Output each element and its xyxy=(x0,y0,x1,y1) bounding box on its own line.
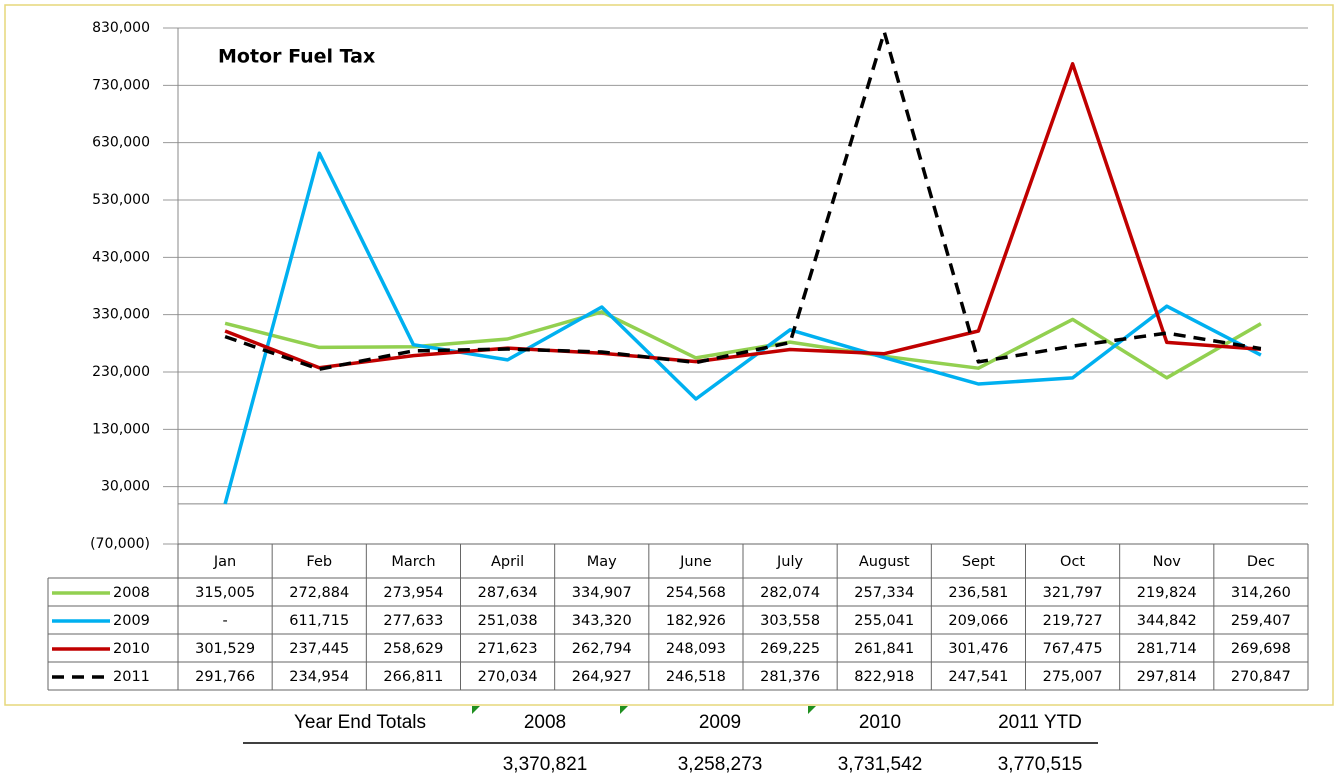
table-value: 262,794 xyxy=(572,641,632,657)
table-value: 269,698 xyxy=(1231,641,1291,657)
y-tick-label: 530,000 xyxy=(92,192,150,208)
table-value: 273,954 xyxy=(383,585,443,601)
x-tick-label: March xyxy=(391,554,435,570)
table-value: 266,811 xyxy=(383,669,443,685)
table-value: 297,814 xyxy=(1137,669,1197,685)
table-value: 291,766 xyxy=(195,669,255,685)
y-tick-label: 730,000 xyxy=(92,77,150,93)
series-line xyxy=(223,151,1262,505)
x-tick-label: July xyxy=(776,554,803,570)
table-value: 234,954 xyxy=(289,669,349,685)
y-tick-label: 30,000 xyxy=(101,479,150,495)
x-tick-label: Feb xyxy=(306,554,332,570)
table-value: 822,918 xyxy=(854,669,914,685)
x-tick-label: Dec xyxy=(1247,554,1275,570)
marker-icon xyxy=(620,706,628,714)
totals-value: 3,258,273 xyxy=(678,754,763,775)
table-value: 254,568 xyxy=(666,585,726,601)
table-value: 611,715 xyxy=(289,613,349,629)
table-value: 270,847 xyxy=(1231,669,1291,685)
marker-icon xyxy=(808,706,816,714)
table-value: 314,260 xyxy=(1231,585,1291,601)
table-value: 264,927 xyxy=(572,669,632,685)
table-value: 237,445 xyxy=(289,641,349,657)
table-value: 269,225 xyxy=(760,641,820,657)
table-value: 209,066 xyxy=(948,613,1008,629)
y-tick-label: 330,000 xyxy=(92,307,150,323)
table-value: - xyxy=(222,613,227,629)
table-value: 277,633 xyxy=(383,613,443,629)
table-value: 248,093 xyxy=(666,641,726,657)
totals-value: 3,770,515 xyxy=(998,754,1083,775)
table-value: 236,581 xyxy=(948,585,1008,601)
totals-header: 2010 xyxy=(859,712,901,733)
table-value: 275,007 xyxy=(1043,669,1103,685)
table-value: 767,475 xyxy=(1043,641,1103,657)
x-tick-label: June xyxy=(679,554,712,570)
table-value: 287,634 xyxy=(478,585,538,601)
table-value: 272,884 xyxy=(289,585,349,601)
legend-label: 2010 xyxy=(113,641,150,657)
table-value: 343,320 xyxy=(572,613,632,629)
table-value: 259,407 xyxy=(1231,613,1291,629)
table-value: 219,824 xyxy=(1137,585,1197,601)
x-tick-label: Jan xyxy=(213,554,236,570)
y-tick-label: 430,000 xyxy=(92,249,150,265)
table-value: 303,558 xyxy=(760,613,820,629)
marker-icon xyxy=(472,706,480,714)
table-value: 251,038 xyxy=(478,613,538,629)
table-value: 344,842 xyxy=(1137,613,1197,629)
table-value: 182,926 xyxy=(666,613,726,629)
table-value: 258,629 xyxy=(383,641,443,657)
table-value: 247,541 xyxy=(948,669,1008,685)
table-value: 219,727 xyxy=(1043,613,1103,629)
x-tick-label: Oct xyxy=(1060,554,1085,570)
y-tick-label: 830,000 xyxy=(92,20,150,36)
x-tick-label: Sept xyxy=(962,554,995,570)
series-line xyxy=(224,30,1262,371)
series-line xyxy=(224,62,1262,370)
legend-label: 2011 xyxy=(113,669,150,685)
y-tick-label: 130,000 xyxy=(92,421,150,437)
chart-title: Motor Fuel Tax xyxy=(218,46,375,68)
table-value: 315,005 xyxy=(195,585,255,601)
totals-label: Year End Totals xyxy=(294,712,426,733)
y-tick-label: 630,000 xyxy=(92,135,150,151)
y-tick-label: (70,000) xyxy=(90,536,150,552)
table-value: 255,041 xyxy=(854,613,914,629)
table-value: 271,623 xyxy=(478,641,538,657)
totals-header: 2009 xyxy=(699,712,741,733)
table-value: 246,518 xyxy=(666,669,726,685)
table-value: 261,841 xyxy=(854,641,914,657)
totals-header: 2008 xyxy=(524,712,566,733)
table-value: 334,907 xyxy=(572,585,632,601)
table-value: 321,797 xyxy=(1043,585,1103,601)
totals-value: 3,370,821 xyxy=(503,754,588,775)
totals-value: 3,731,542 xyxy=(838,754,923,775)
table-value: 301,476 xyxy=(948,641,1008,657)
table-value: 301,529 xyxy=(195,641,255,657)
x-tick-label: April xyxy=(491,554,524,570)
y-tick-label: 230,000 xyxy=(92,364,150,380)
series-line xyxy=(224,310,1262,380)
chart-frame xyxy=(4,4,1334,706)
x-tick-label: Nov xyxy=(1153,554,1182,570)
table-value: 281,376 xyxy=(760,669,820,685)
x-tick-label: August xyxy=(859,554,910,570)
table-value: 257,334 xyxy=(854,585,914,601)
table-value: 282,074 xyxy=(760,585,820,601)
totals-header: 2011 YTD xyxy=(998,712,1082,733)
table-value: 270,034 xyxy=(478,669,538,685)
legend-label: 2008 xyxy=(113,585,150,601)
x-tick-label: May xyxy=(587,554,617,570)
legend-label: 2009 xyxy=(113,613,150,629)
table-value: 281,714 xyxy=(1137,641,1197,657)
